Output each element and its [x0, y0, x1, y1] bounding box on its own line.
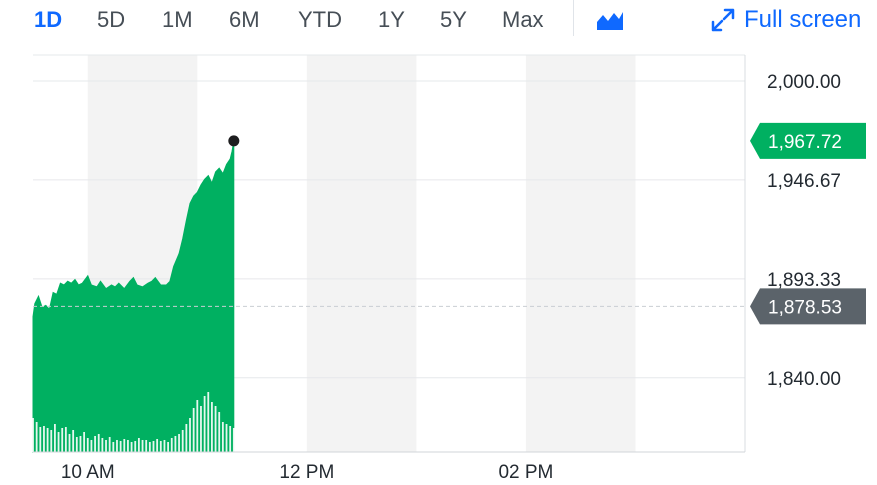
volume-bar — [54, 424, 56, 452]
volume-bar — [218, 412, 221, 452]
volume-bar — [83, 432, 86, 452]
previous-close-tag: 1,878.53 — [750, 288, 866, 325]
volume-bar — [174, 436, 177, 452]
volume-bar — [39, 427, 42, 452]
hour-shade-band — [306, 55, 417, 452]
volume-bar — [46, 428, 49, 452]
volume-bar — [225, 424, 228, 452]
volume-bar — [214, 406, 217, 452]
volume-bar — [90, 440, 93, 452]
fullscreen-label: Full screen — [744, 6, 862, 33]
volume-bar — [192, 408, 195, 452]
hour-shade-band — [525, 55, 636, 452]
range-1y-button[interactable]: 1Y — [378, 7, 405, 32]
range-max-button[interactable]: Max — [502, 7, 544, 32]
volume-bar — [163, 440, 166, 452]
volume-bar — [61, 428, 64, 452]
volume-bar — [221, 422, 224, 452]
mountain-chart-icon[interactable] — [596, 9, 624, 31]
y-tick-label: 1,840.00 — [767, 369, 841, 390]
volume-bar — [119, 441, 122, 452]
previous-close-tag-shape — [750, 288, 866, 325]
current-price-tag: 1,967.72 — [750, 122, 866, 159]
volume-bar — [116, 440, 118, 452]
x-tick-label: 02 PM — [498, 462, 553, 483]
volume-bar — [130, 442, 133, 452]
volume-bar — [148, 442, 151, 452]
volume-bar — [211, 402, 213, 452]
volume-bar — [156, 439, 159, 452]
volume-bar — [123, 439, 126, 452]
range-1d-button[interactable]: 1D — [34, 7, 63, 32]
volume-bar — [185, 424, 188, 452]
volume-bar — [181, 430, 184, 452]
volume-bar — [112, 442, 115, 452]
volume-bar — [134, 441, 137, 452]
volume-bar — [167, 442, 169, 452]
volume-bar — [127, 440, 129, 452]
last-price-dot — [228, 135, 240, 147]
volume-bar — [159, 441, 162, 452]
expand-arrows-icon — [711, 8, 735, 32]
x-tick-label: 12 PM — [279, 462, 334, 483]
volume-bar — [229, 426, 232, 452]
toolbar-divider — [573, 0, 574, 36]
previous-close-tag-label: 1,878.53 — [768, 297, 842, 318]
volume-bar — [200, 406, 202, 452]
volume-bar — [178, 434, 180, 452]
volume-bar — [196, 400, 199, 452]
range-5d-button[interactable]: 5D — [97, 7, 126, 32]
volume-bar — [137, 438, 140, 452]
volume-bar — [64, 427, 67, 452]
volume-bar — [79, 436, 82, 452]
current-price-tag-shape — [750, 122, 866, 159]
fullscreen-button[interactable]: Full screen — [710, 6, 861, 34]
volume-bar — [207, 392, 210, 452]
volume-bar — [94, 436, 96, 452]
volume-bar — [86, 438, 89, 452]
current-price-tag-label: 1,967.72 — [768, 132, 842, 153]
volume-bar — [141, 440, 144, 452]
range-6m-button[interactable]: 6M — [229, 7, 260, 32]
volume-bar — [97, 434, 100, 452]
volume-bar — [35, 422, 38, 452]
volume-bar — [57, 432, 60, 452]
volume-bar — [32, 418, 34, 452]
y-tick-label: 1,893.33 — [767, 270, 841, 291]
volume-bar — [203, 396, 206, 452]
range-1m-button[interactable]: 1M — [162, 7, 193, 32]
volume-bar — [145, 440, 148, 452]
y-tick-label: 1,946.67 — [767, 171, 841, 192]
volume-bar — [72, 430, 75, 452]
chart-toolbar: 1D 5D 1M 6M YTD 1Y 5Y Max Full screen — [0, 0, 877, 40]
volume-bar — [189, 418, 191, 452]
volume-bar — [50, 430, 53, 452]
price-area — [32, 140, 235, 453]
volume-bar — [101, 438, 104, 452]
volume-bar — [170, 438, 173, 452]
volume-bar — [43, 426, 45, 452]
volume-bar — [152, 441, 155, 452]
volume-bar — [75, 437, 78, 452]
range-ytd-button[interactable]: YTD — [298, 7, 342, 32]
x-tick-label: 10 AM — [61, 462, 115, 483]
volume-bar — [68, 434, 71, 452]
y-tick-label: 2,000.00 — [767, 72, 841, 93]
range-5y-button[interactable]: 5Y — [440, 7, 467, 32]
volume-bar — [232, 428, 235, 452]
volume-bar — [105, 440, 107, 452]
volume-bar — [108, 437, 111, 452]
